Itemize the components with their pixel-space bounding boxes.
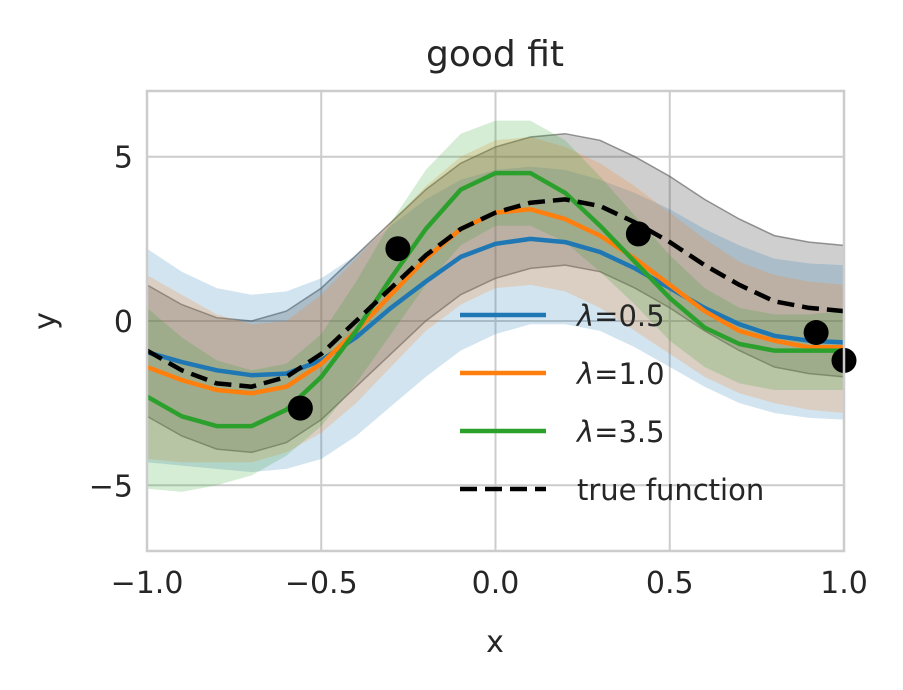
- legend-label-lambda-0-5: λ=0.5: [575, 299, 665, 333]
- observation-point: [385, 236, 411, 262]
- series-lines: [147, 170, 844, 429]
- chart-title: good fit: [426, 34, 564, 75]
- lambda-3-5-line: [147, 170, 844, 429]
- observation-point: [625, 221, 651, 247]
- x-tick-label: −1.0: [111, 566, 184, 601]
- y-tick-label: −5: [89, 469, 133, 504]
- observation-point: [803, 320, 829, 345]
- y-tick-labels: −5 0 5: [89, 141, 133, 505]
- x-axis-label: x: [486, 625, 504, 660]
- lambda-3-5-confidence-band: [147, 120, 844, 492]
- lambda-0-5-line: [147, 236, 844, 378]
- lambda-1-0-confidence-band: [147, 137, 844, 463]
- x-tick-label: 0.5: [646, 566, 694, 601]
- legend: λ=0.5 λ=1.0 λ=3.5 true function: [460, 299, 764, 507]
- plot-frame: [145, 89, 846, 553]
- x-tick-labels: −1.0 −0.5 0.0 0.5 1.0: [111, 566, 868, 601]
- y-axis-label: y: [28, 312, 63, 330]
- x-tick-label: 1.0: [820, 566, 868, 601]
- observation-points: [287, 221, 857, 421]
- x-tick-label: 0.0: [472, 566, 520, 601]
- true-function-line: [147, 197, 844, 389]
- legend-label-lambda-1-0: λ=1.0: [575, 357, 665, 391]
- y-tick-label: 5: [114, 141, 133, 176]
- y-tick-label: 0: [114, 305, 133, 340]
- true-function-confidence-band: [147, 132, 844, 454]
- legend-label-lambda-3-5: λ=3.5: [575, 415, 665, 449]
- observation-point: [287, 395, 313, 421]
- legend-label-true-function: true function: [577, 473, 764, 507]
- x-tick-label: −0.5: [285, 566, 358, 601]
